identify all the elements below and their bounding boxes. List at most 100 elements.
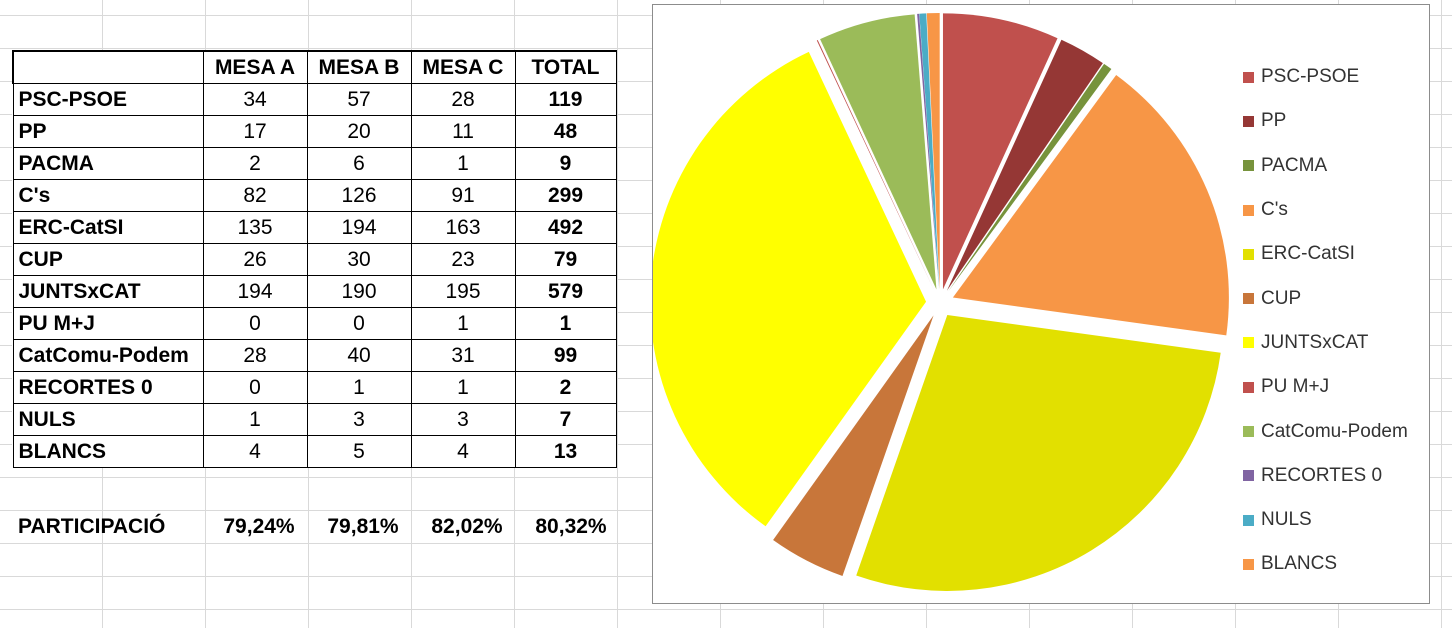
legend-item[interactable]: BLANCS bbox=[1243, 542, 1408, 586]
header-mesa-c: MESA C bbox=[410, 50, 516, 84]
mesa-c-cell[interactable]: 3 bbox=[410, 403, 516, 436]
mesa-a-cell[interactable]: 4 bbox=[202, 435, 308, 468]
legend-swatch bbox=[1243, 558, 1254, 570]
pie-slice-cup[interactable] bbox=[773, 315, 934, 576]
mesa-a-cell[interactable]: 17 bbox=[202, 115, 308, 148]
legend-swatch bbox=[1243, 115, 1254, 127]
participation-total: 80,32% bbox=[535, 515, 607, 538]
party-name-cell[interactable]: NULS bbox=[12, 403, 204, 436]
pie-chart[interactable]: PSC-PSOE PP PACMA C's ERC-CatSI CUP JUNTSxCAT P… bbox=[652, 4, 1430, 604]
mesa-a-cell[interactable]: 135 bbox=[202, 211, 308, 244]
legend-label: NULS bbox=[1261, 509, 1312, 531]
party-name-cell[interactable]: C's bbox=[12, 179, 204, 212]
mesa-b-cell[interactable]: 20 bbox=[306, 115, 412, 148]
mesa-b-cell[interactable]: 30 bbox=[306, 243, 412, 276]
pie-slice-erc-catsi[interactable] bbox=[856, 314, 1221, 591]
total-cell[interactable]: 492 bbox=[514, 211, 617, 244]
party-name-cell[interactable]: BLANCS bbox=[12, 435, 204, 468]
legend-item[interactable]: PACMA bbox=[1243, 144, 1408, 188]
mesa-a-cell[interactable]: 194 bbox=[202, 275, 308, 308]
total-cell[interactable]: 2 bbox=[514, 371, 617, 404]
legend-item[interactable]: RECORTES 0 bbox=[1243, 454, 1408, 498]
mesa-b-cell[interactable]: 190 bbox=[306, 275, 412, 308]
legend-item[interactable]: ERC-CatSI bbox=[1243, 232, 1408, 276]
legend-item[interactable]: C's bbox=[1243, 188, 1408, 232]
mesa-c-cell[interactable]: 23 bbox=[410, 243, 516, 276]
mesa-c-cell[interactable]: 28 bbox=[410, 83, 516, 116]
legend-label: ERC-CatSI bbox=[1261, 243, 1355, 265]
mesa-a-cell[interactable]: 26 bbox=[202, 243, 308, 276]
total-cell[interactable]: 7 bbox=[514, 403, 617, 436]
pie-slice-pu-m-j[interactable] bbox=[816, 40, 935, 291]
mesa-c-cell[interactable]: 4 bbox=[410, 435, 516, 468]
mesa-b-cell[interactable]: 6 bbox=[306, 147, 412, 180]
mesa-c-cell[interactable]: 11 bbox=[410, 115, 516, 148]
mesa-b-cell[interactable]: 57 bbox=[306, 83, 412, 116]
legend-item[interactable]: PSC-PSOE bbox=[1243, 55, 1408, 99]
total-cell[interactable]: 79 bbox=[514, 243, 617, 276]
party-name-cell[interactable]: JUNTSxCAT bbox=[12, 275, 204, 308]
pie-slice-blancs[interactable] bbox=[926, 13, 940, 290]
legend-label: JUNTSxCAT bbox=[1261, 331, 1369, 353]
pie-slice-recortes-0[interactable] bbox=[917, 13, 939, 290]
legend-item[interactable]: CUP bbox=[1243, 276, 1408, 320]
total-cell[interactable]: 579 bbox=[514, 275, 617, 308]
pie-slice-psc-psoe[interactable] bbox=[942, 13, 1058, 290]
header-mesa-b: MESA B bbox=[306, 50, 412, 84]
mesa-c-cell[interactable]: 1 bbox=[410, 307, 516, 340]
total-cell[interactable]: 99 bbox=[514, 339, 617, 372]
legend-item[interactable]: JUNTSxCAT bbox=[1243, 321, 1408, 365]
mesa-c-cell[interactable]: 1 bbox=[410, 147, 516, 180]
mesa-a-cell[interactable]: 2 bbox=[202, 147, 308, 180]
party-name-cell[interactable]: RECORTES 0 bbox=[12, 371, 204, 404]
legend-item[interactable]: PP bbox=[1243, 99, 1408, 143]
pie-slice-juntsxcat[interactable] bbox=[653, 51, 927, 527]
mesa-b-cell[interactable]: 1 bbox=[306, 371, 412, 404]
party-name-cell[interactable]: PU M+J bbox=[12, 307, 204, 340]
mesa-a-cell[interactable]: 1 bbox=[202, 403, 308, 436]
mesa-b-cell[interactable]: 40 bbox=[306, 339, 412, 372]
party-name-cell[interactable]: PSC-PSOE bbox=[12, 83, 204, 116]
mesa-c-cell[interactable]: 31 bbox=[410, 339, 516, 372]
mesa-a-cell[interactable]: 0 bbox=[202, 307, 308, 340]
mesa-b-cell[interactable]: 0 bbox=[306, 307, 412, 340]
total-cell[interactable]: 1 bbox=[514, 307, 617, 340]
pie-slice-nuls[interactable] bbox=[919, 13, 940, 290]
pie-slice-pp[interactable] bbox=[946, 39, 1103, 291]
total-cell[interactable]: 13 bbox=[514, 435, 617, 468]
total-cell[interactable]: 119 bbox=[514, 83, 617, 116]
party-name-cell[interactable]: CatComu-Podem bbox=[12, 339, 204, 372]
legend-item[interactable]: NULS bbox=[1243, 498, 1408, 542]
legend-swatch bbox=[1243, 381, 1254, 393]
legend-label: CatComu-Podem bbox=[1261, 420, 1408, 442]
total-cell[interactable]: 9 bbox=[514, 147, 617, 180]
mesa-b-cell[interactable]: 3 bbox=[306, 403, 412, 436]
pie-slice-pacma[interactable] bbox=[948, 63, 1112, 292]
participation-mesa-b: 79,81% bbox=[327, 515, 399, 538]
legend-item[interactable]: CatComu-Podem bbox=[1243, 409, 1408, 453]
mesa-a-cell[interactable]: 28 bbox=[202, 339, 308, 372]
mesa-c-cell[interactable]: 91 bbox=[410, 179, 516, 212]
mesa-c-cell[interactable]: 163 bbox=[410, 211, 516, 244]
mesa-b-cell[interactable]: 194 bbox=[306, 211, 412, 244]
pie-slice-c-s[interactable] bbox=[952, 75, 1229, 336]
legend-swatch bbox=[1243, 293, 1254, 305]
mesa-a-cell[interactable]: 34 bbox=[202, 83, 308, 116]
party-name-cell[interactable]: CUP bbox=[12, 243, 204, 276]
legend-swatch bbox=[1243, 204, 1254, 216]
party-name-cell[interactable]: PACMA bbox=[12, 147, 204, 180]
mesa-b-cell[interactable]: 126 bbox=[306, 179, 412, 212]
total-cell[interactable]: 48 bbox=[514, 115, 617, 148]
legend-swatch bbox=[1243, 470, 1254, 482]
mesa-a-cell[interactable]: 82 bbox=[202, 179, 308, 212]
party-name-cell[interactable]: PP bbox=[12, 115, 204, 148]
pie-slice-catcomu-podem[interactable] bbox=[820, 14, 937, 290]
mesa-c-cell[interactable]: 1 bbox=[410, 371, 516, 404]
legend-item[interactable]: PU M+J bbox=[1243, 365, 1408, 409]
total-cell[interactable]: 299 bbox=[514, 179, 617, 212]
mesa-a-cell[interactable]: 0 bbox=[202, 371, 308, 404]
party-name-cell[interactable]: ERC-CatSI bbox=[12, 211, 204, 244]
mesa-c-cell[interactable]: 195 bbox=[410, 275, 516, 308]
mesa-b-cell[interactable]: 5 bbox=[306, 435, 412, 468]
